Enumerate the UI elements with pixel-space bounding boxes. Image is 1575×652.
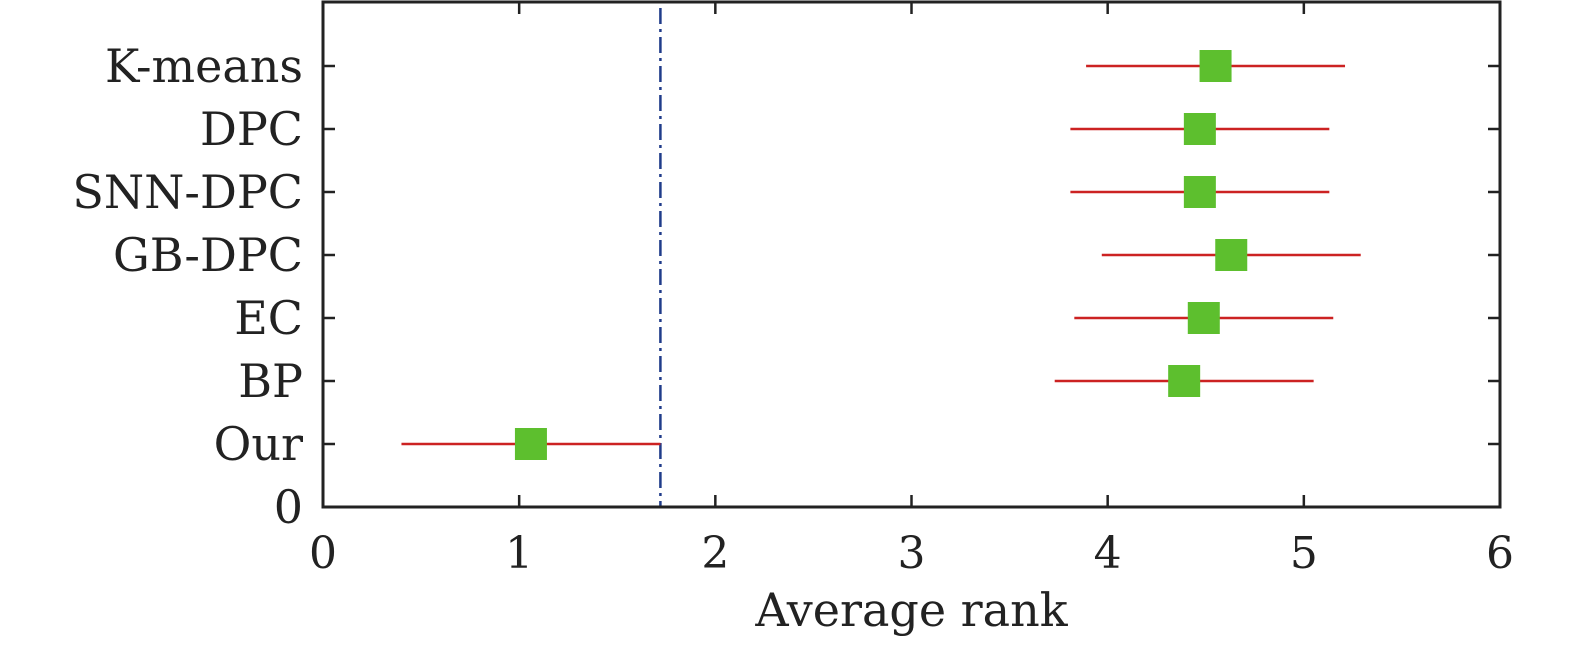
x-tick-labels: 0 1 2 3 4 5 6: [309, 528, 1514, 579]
x-tick-label: 6: [1486, 528, 1514, 579]
axis-ticks: [323, 2, 1500, 507]
plot-frame: [321, 0, 1502, 509]
x-tick-label: 0: [309, 528, 337, 579]
rank-marker: [1183, 113, 1216, 145]
y-tick-label-method: Our: [214, 417, 303, 471]
y-tick-label-method: BP: [238, 354, 303, 408]
method-series: [401, 50, 1361, 460]
x-tick-label: 1: [505, 528, 533, 579]
rank-marker: [1168, 365, 1201, 397]
y-tick-label-method: SNN-DPC: [72, 165, 303, 219]
y-tick-label-method: DPC: [200, 102, 303, 156]
y-tick-label-zero: 0: [274, 480, 303, 534]
y-tick-label-method: K-means: [105, 39, 303, 93]
rank-marker: [514, 428, 547, 460]
rank-marker: [1183, 176, 1216, 208]
y-tick-label-method: GB-DPC: [113, 228, 303, 282]
rank-marker: [1215, 239, 1248, 271]
x-tick-label: 5: [1290, 528, 1318, 579]
x-axis-title: Average rank: [754, 583, 1068, 637]
y-tick-label-method: EC: [234, 291, 303, 345]
x-tick-label: 2: [701, 528, 729, 579]
x-tick-label: 3: [898, 528, 926, 579]
x-tick-label: 4: [1094, 528, 1122, 579]
rank-marker: [1187, 302, 1220, 334]
rank-marker: [1199, 50, 1232, 82]
y-tick-labels: K-means DPC SNN-DPC GB-DPC EC BP Our 0: [72, 39, 303, 534]
